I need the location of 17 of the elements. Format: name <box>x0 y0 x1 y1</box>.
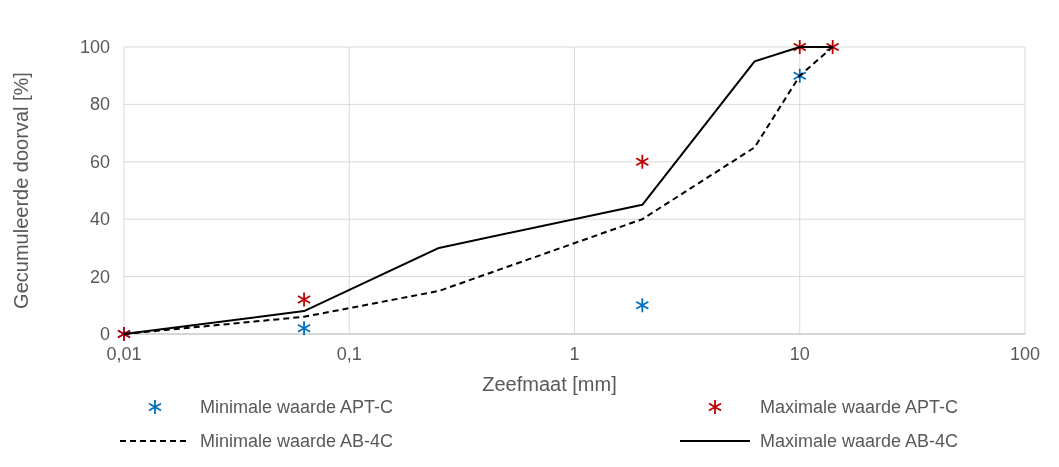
legend-label: Maximale waarde AB-4C <box>760 431 959 451</box>
legend-label: Minimale waarde APT-C <box>200 397 394 417</box>
x-axis-title: Zeefmaat [mm] <box>482 373 617 395</box>
y-tick-label: 100 <box>79 37 110 57</box>
y-tick-label: 40 <box>89 209 110 230</box>
x-tick-label: 1 <box>569 344 580 364</box>
y-axis-title: Gecumuleerde doorval [%] <box>10 72 32 309</box>
y-tick-label: 20 <box>89 266 110 287</box>
x-tick-label: 10 <box>789 344 810 364</box>
x-tick-label: 0,1 <box>336 344 362 364</box>
x-tick-label: 100 <box>1009 344 1041 364</box>
y-tick-label: 60 <box>89 151 110 172</box>
legend-label: Minimale waarde AB-4C <box>200 431 394 451</box>
y-tick-label: 80 <box>89 94 110 115</box>
legend-label: Maximale waarde APT-C <box>760 397 959 417</box>
y-tick-label: 0 <box>99 324 110 344</box>
x-tick-label: 0,01 <box>106 344 142 364</box>
